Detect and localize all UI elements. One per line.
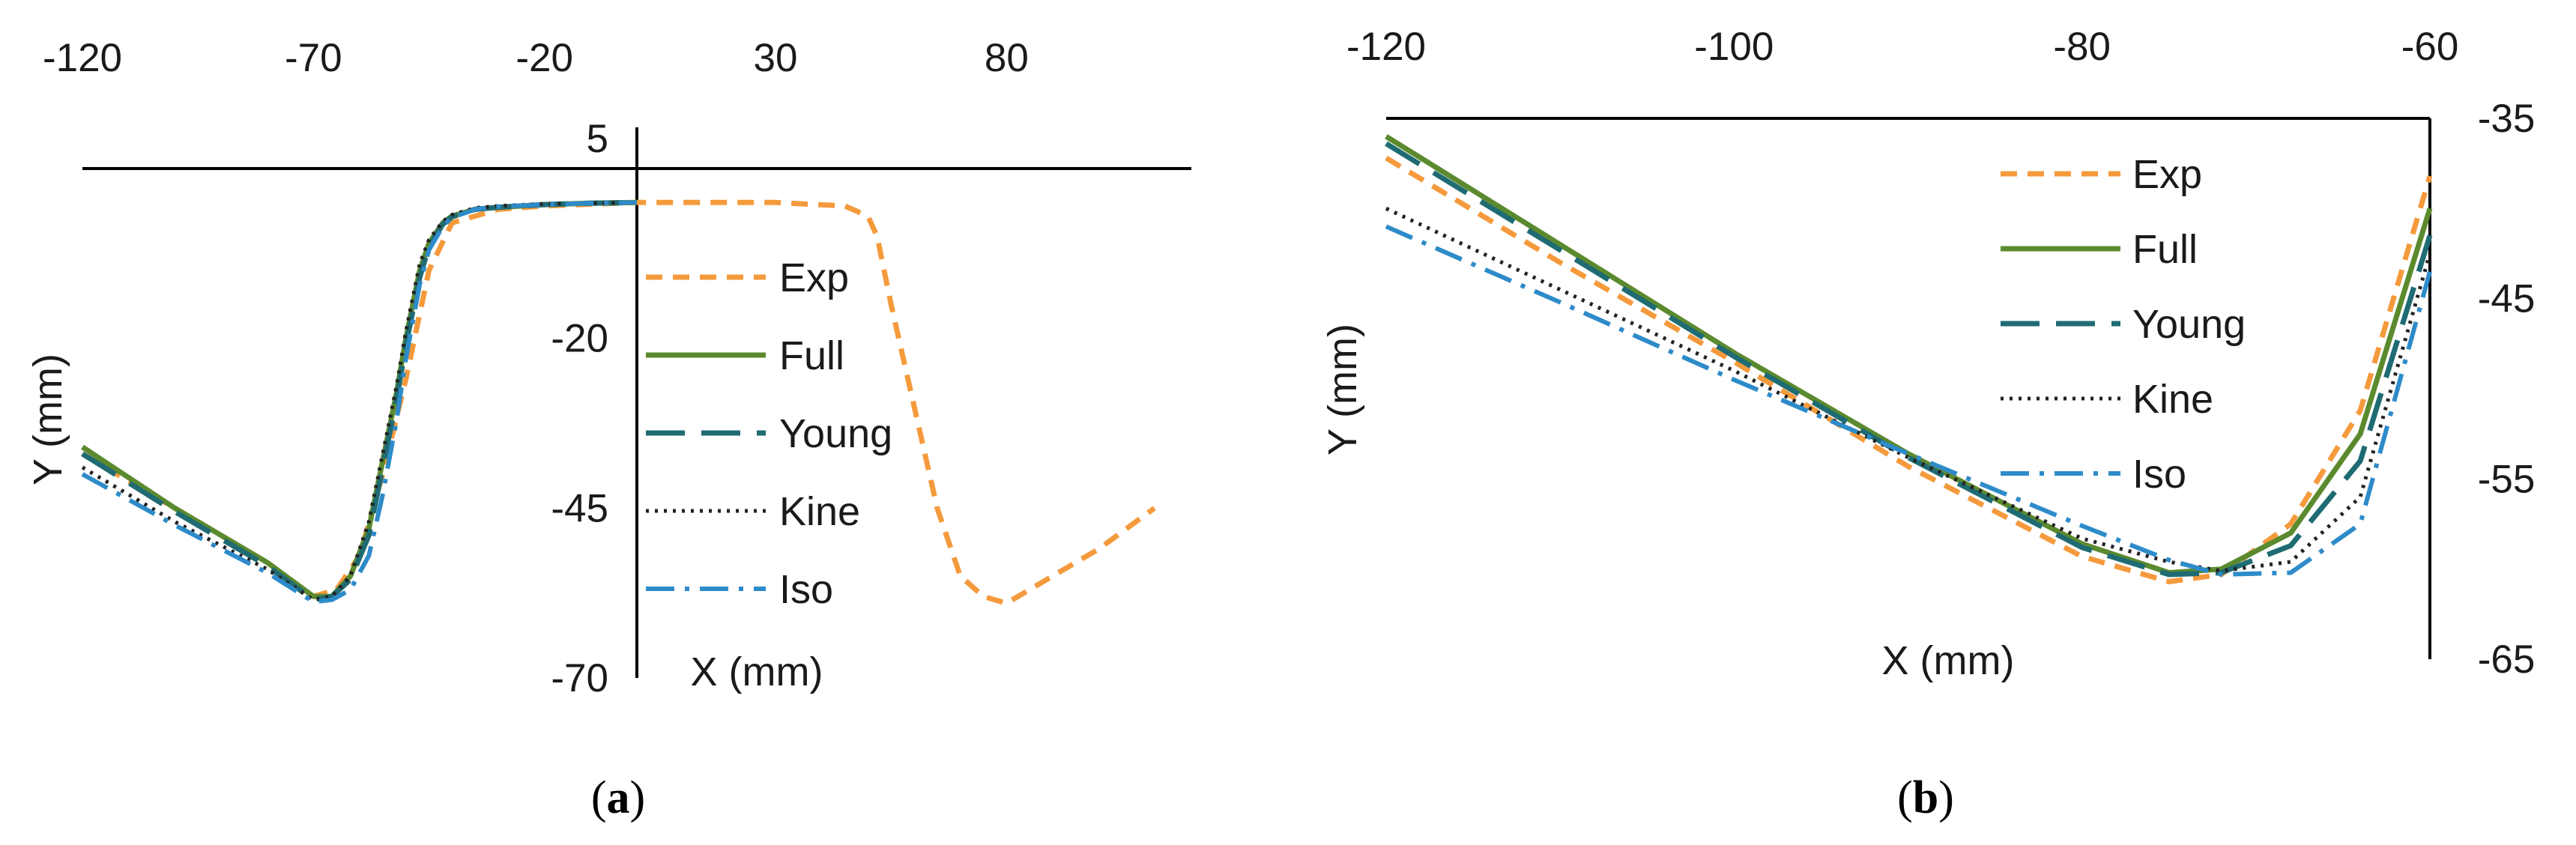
legend-label-kine: Kine [2132, 377, 2213, 422]
x-axis-title: X (mm) [1882, 638, 2015, 683]
y-tick-label: -35 [2478, 97, 2536, 141]
x-tick-label: 80 [985, 36, 1029, 80]
series-line-exp [1385, 155, 2433, 584]
x-tick-label: -100 [1694, 25, 1774, 69]
series-line-young [81, 199, 638, 603]
series-line-full [81, 199, 638, 599]
y-tick-label: -55 [2478, 457, 2536, 501]
y-tick-label: -65 [2478, 637, 2536, 682]
x-axis-title: X (mm) [691, 649, 823, 694]
series-line-kine [1385, 207, 2432, 573]
legend-label-iso: Iso [2132, 452, 2186, 497]
x-tick-label: -60 [2401, 25, 2459, 69]
y-tick-label: -45 [551, 486, 608, 530]
series-line-iso [81, 200, 638, 605]
legend-label-kine: Kine [779, 489, 860, 534]
panel-label: (a) [591, 772, 645, 823]
legend-label-young: Young [2132, 302, 2246, 347]
chart-panel-a: -120 -70 -20 30 80 5 -20 -45 -70 X (mm) Y (mm) Exp F… [25, 36, 1191, 823]
chart-panel-b: -120 -100 -80 -60 -35 -45 -55 -65 X (mm) Y (mm) Ex… [1320, 25, 2535, 823]
series-line-young [1385, 141, 2433, 578]
y-axis-title: Y (mm) [1320, 324, 1365, 455]
legend-label-full: Full [779, 333, 844, 378]
y-tick-label: -45 [2478, 277, 2536, 321]
x-tick-label: -70 [285, 36, 342, 80]
y-tick-label: -70 [551, 656, 608, 700]
x-tick-label: -20 [515, 36, 573, 80]
legend-label-full: Full [2132, 227, 2198, 272]
legend-label-exp: Exp [779, 255, 849, 300]
series-line-full [1385, 134, 2433, 575]
x-tick-label: 30 [754, 36, 798, 80]
series-line-kine [81, 200, 638, 602]
legend: Exp Full Young Kine Iso [2001, 152, 2246, 497]
y-tick-label: -20 [551, 317, 608, 361]
x-tick-label: -80 [2053, 25, 2111, 69]
y-axis-title: Y (mm) [25, 354, 70, 485]
x-tick-label: -120 [1346, 25, 1426, 69]
series-line-iso [1385, 224, 2432, 577]
y-tick-label: 5 [587, 117, 608, 161]
panel-label: (b) [1897, 772, 1954, 823]
x-tick-label: -120 [43, 36, 122, 80]
legend-label-exp: Exp [2132, 152, 2202, 197]
legend: Exp Full Young Kine Iso [646, 255, 892, 612]
legend-label-iso: Iso [779, 567, 833, 612]
legend-label-young: Young [779, 411, 892, 456]
series-line-exp [81, 199, 1156, 606]
